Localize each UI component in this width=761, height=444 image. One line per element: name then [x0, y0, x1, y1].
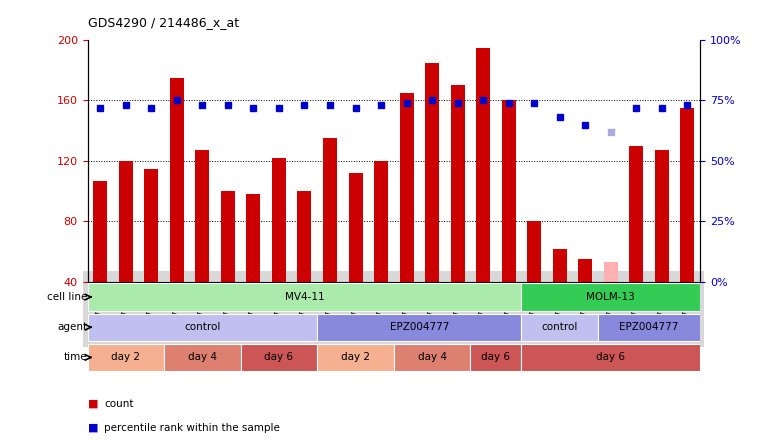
Text: day 6: day 6 [482, 353, 511, 362]
Bar [552, 249, 567, 282]
Text: day 4: day 4 [188, 353, 217, 362]
Bar [247, 194, 260, 282]
Text: MV4-11: MV4-11 [285, 292, 324, 302]
Text: day 6: day 6 [597, 353, 626, 362]
Bar [374, 161, 388, 282]
Bar [598, 313, 700, 341]
Bar [521, 313, 598, 341]
Bar [578, 259, 592, 282]
Bar [527, 222, 541, 282]
Bar [88, 313, 317, 341]
Text: cell line: cell line [47, 292, 88, 302]
Text: ■: ■ [88, 423, 98, 433]
Text: agent: agent [57, 322, 88, 332]
Bar [521, 344, 700, 371]
Bar [94, 181, 107, 282]
Bar [501, 100, 516, 282]
Text: percentile rank within the sample: percentile rank within the sample [104, 423, 280, 433]
Bar [521, 283, 700, 311]
Bar [349, 173, 362, 282]
Bar [451, 85, 465, 282]
Text: count: count [104, 399, 134, 408]
Text: GDS4290 / 214486_x_at: GDS4290 / 214486_x_at [88, 16, 239, 28]
Bar [654, 151, 669, 282]
Text: control: control [184, 322, 221, 332]
Text: day 2: day 2 [341, 353, 370, 362]
Bar [221, 191, 235, 282]
Bar [394, 344, 470, 371]
Bar [119, 161, 133, 282]
Bar [629, 146, 643, 282]
Bar [196, 151, 209, 282]
Bar [476, 48, 490, 282]
Bar [88, 344, 164, 371]
Bar [400, 93, 413, 282]
Bar [298, 191, 311, 282]
Text: ■: ■ [88, 399, 98, 408]
Text: EPZ004777: EPZ004777 [390, 322, 449, 332]
Text: day 2: day 2 [111, 353, 140, 362]
Bar [603, 262, 618, 282]
Text: day 6: day 6 [265, 353, 294, 362]
Text: MOLM-13: MOLM-13 [587, 292, 635, 302]
Bar [272, 158, 286, 282]
Bar [88, 283, 521, 311]
Bar [680, 108, 694, 282]
Bar [425, 63, 439, 282]
Bar [164, 344, 240, 371]
Bar [470, 344, 521, 371]
Text: EPZ004777: EPZ004777 [619, 322, 679, 332]
Text: time: time [64, 353, 88, 362]
Text: day 4: day 4 [418, 353, 447, 362]
Bar [317, 344, 394, 371]
Text: control: control [542, 322, 578, 332]
Bar [240, 344, 317, 371]
Bar [145, 169, 158, 282]
Bar [170, 78, 184, 282]
Bar [323, 138, 337, 282]
Bar [317, 313, 521, 341]
